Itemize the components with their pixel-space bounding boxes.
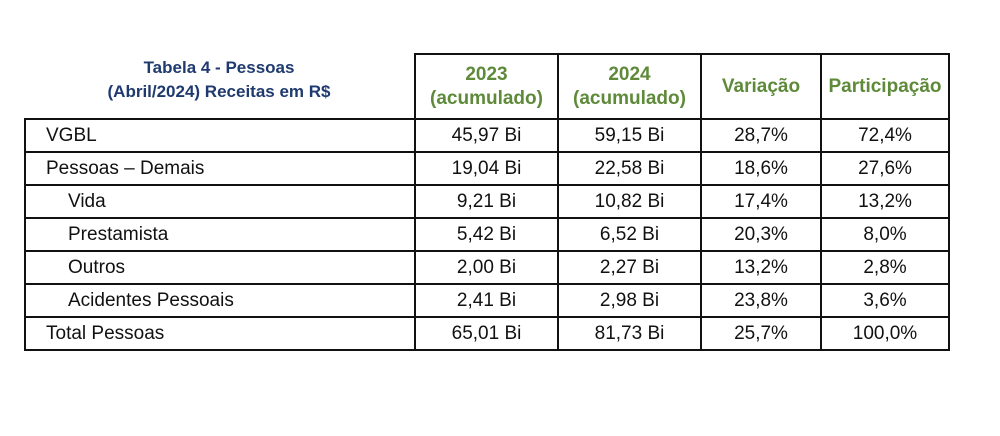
cell-variacao: 13,2% [700,250,822,285]
cell-2024: 6,52 Bi [557,217,702,252]
cell-variacao: 23,8% [700,283,822,318]
cell-participacao: 3,6% [820,283,950,318]
cell-2023: 19,04 Bi [414,151,559,186]
cell-participacao: 72,4% [820,118,950,153]
cell-variacao: 20,3% [700,217,822,252]
row-label: Outros [24,250,416,285]
header-blank-cell [25,54,416,120]
table-row-total: Total Pessoas 65,01 Bi 81,73 Bi 25,7% 10… [24,316,950,351]
cell-2023: 2,00 Bi [414,250,559,285]
table-row: Prestamista 5,42 Bi 6,52 Bi 20,3% 8,0% [24,217,950,252]
cell-variacao: 25,7% [700,316,822,351]
cell-2023: 65,01 Bi [414,316,559,351]
cell-2024: 22,58 Bi [557,151,702,186]
table-row: Pessoas – Demais 19,04 Bi 22,58 Bi 18,6%… [24,151,950,186]
cell-participacao: 13,2% [820,184,950,219]
row-label: Total Pessoas [24,316,416,351]
cell-participacao: 2,8% [820,250,950,285]
row-label: Vida [24,184,416,219]
cell-participacao: 27,6% [820,151,950,186]
header-2024: 2024 (acumulado) [557,53,702,120]
header-2023-sub: (acumulado) [430,87,543,109]
cell-participacao: 100,0% [820,316,950,351]
cell-variacao: 28,7% [700,118,822,153]
row-label: VGBL [24,118,416,153]
header-2023: 2023 (acumulado) [414,53,559,120]
header-2024-sub: (acumulado) [573,87,686,109]
cell-2023: 45,97 Bi [414,118,559,153]
cell-2024: 10,82 Bi [557,184,702,219]
cell-variacao: 17,4% [700,184,822,219]
cell-2023: 5,42 Bi [414,217,559,252]
header-2024-year: 2024 [608,63,651,85]
table-row: VGBL 45,97 Bi 59,15 Bi 28,7% 72,4% [24,118,950,153]
header-participacao: Participação [820,53,950,120]
table-row: Outros 2,00 Bi 2,27 Bi 13,2% 2,8% [24,250,950,285]
table-row: Acidentes Pessoais 2,41 Bi 2,98 Bi 23,8%… [24,283,950,318]
cell-2023: 2,41 Bi [414,283,559,318]
cell-2024: 81,73 Bi [557,316,702,351]
cell-participacao: 8,0% [820,217,950,252]
row-label: Pessoas – Demais [24,151,416,186]
row-label: Prestamista [24,217,416,252]
cell-2024: 59,15 Bi [557,118,702,153]
header-variacao: Variação [700,53,822,120]
cell-2024: 2,27 Bi [557,250,702,285]
header-row: 2023 (acumulado) 2024 (acumulado) Variaç… [25,53,950,120]
table-row: Vida 9,21 Bi 10,82 Bi 17,4% 13,2% [24,184,950,219]
cell-variacao: 18,6% [700,151,822,186]
revenue-table: 2023 (acumulado) 2024 (acumulado) Variaç… [24,53,950,351]
cell-2024: 2,98 Bi [557,283,702,318]
header-2023-year: 2023 [465,63,508,85]
row-label: Acidentes Pessoais [24,283,416,318]
cell-2023: 9,21 Bi [414,184,559,219]
